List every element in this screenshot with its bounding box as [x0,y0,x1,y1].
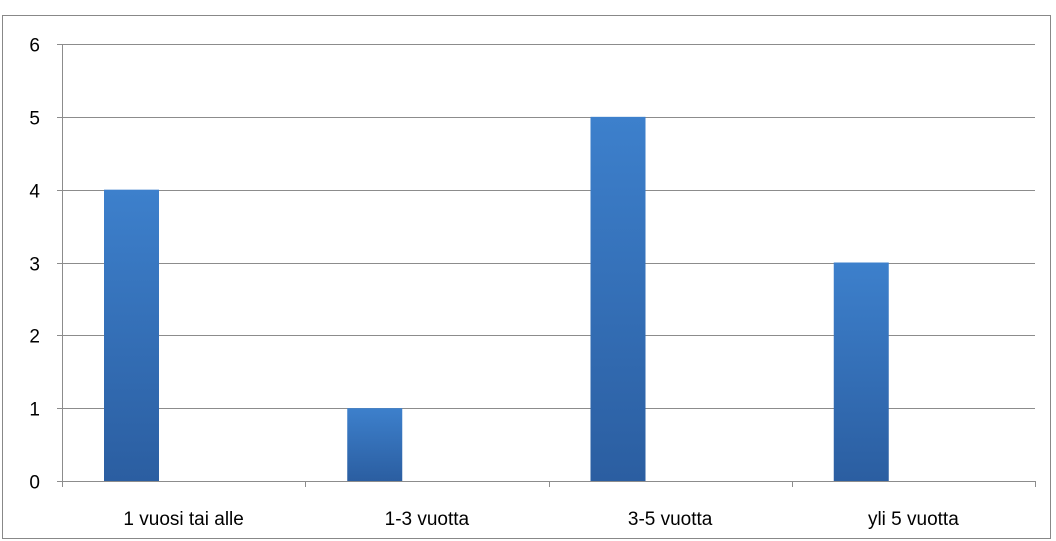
axes [57,44,1036,487]
bar-2 [347,408,403,481]
bars [104,116,889,481]
bar-3 [590,116,646,481]
gridlines [62,44,1035,409]
x-tick-label: 3-5 vuotta [628,509,713,530]
bar-1 [104,189,159,481]
y-tick-label: 4 [29,182,40,203]
y-tick-label: 3 [29,255,40,276]
y-tick-label: 6 [29,36,40,57]
bar-4 [833,262,889,481]
x-tick-label: yli 5 vuotta [868,509,959,530]
y-tick-label: 5 [29,109,40,130]
y-tick-label: 1 [29,400,40,421]
x-tick-label: 1-3 vuotta [385,509,470,530]
y-tick-label: 2 [29,327,40,348]
x-tick-label: 1 vuosi tai alle [123,509,243,530]
tick-labels: 0 1 2 3 4 5 6 1 vuosi tai alle 1-3 vuotta 3-5 vuo… [29,36,959,531]
y-tick-label: 0 [29,473,40,494]
